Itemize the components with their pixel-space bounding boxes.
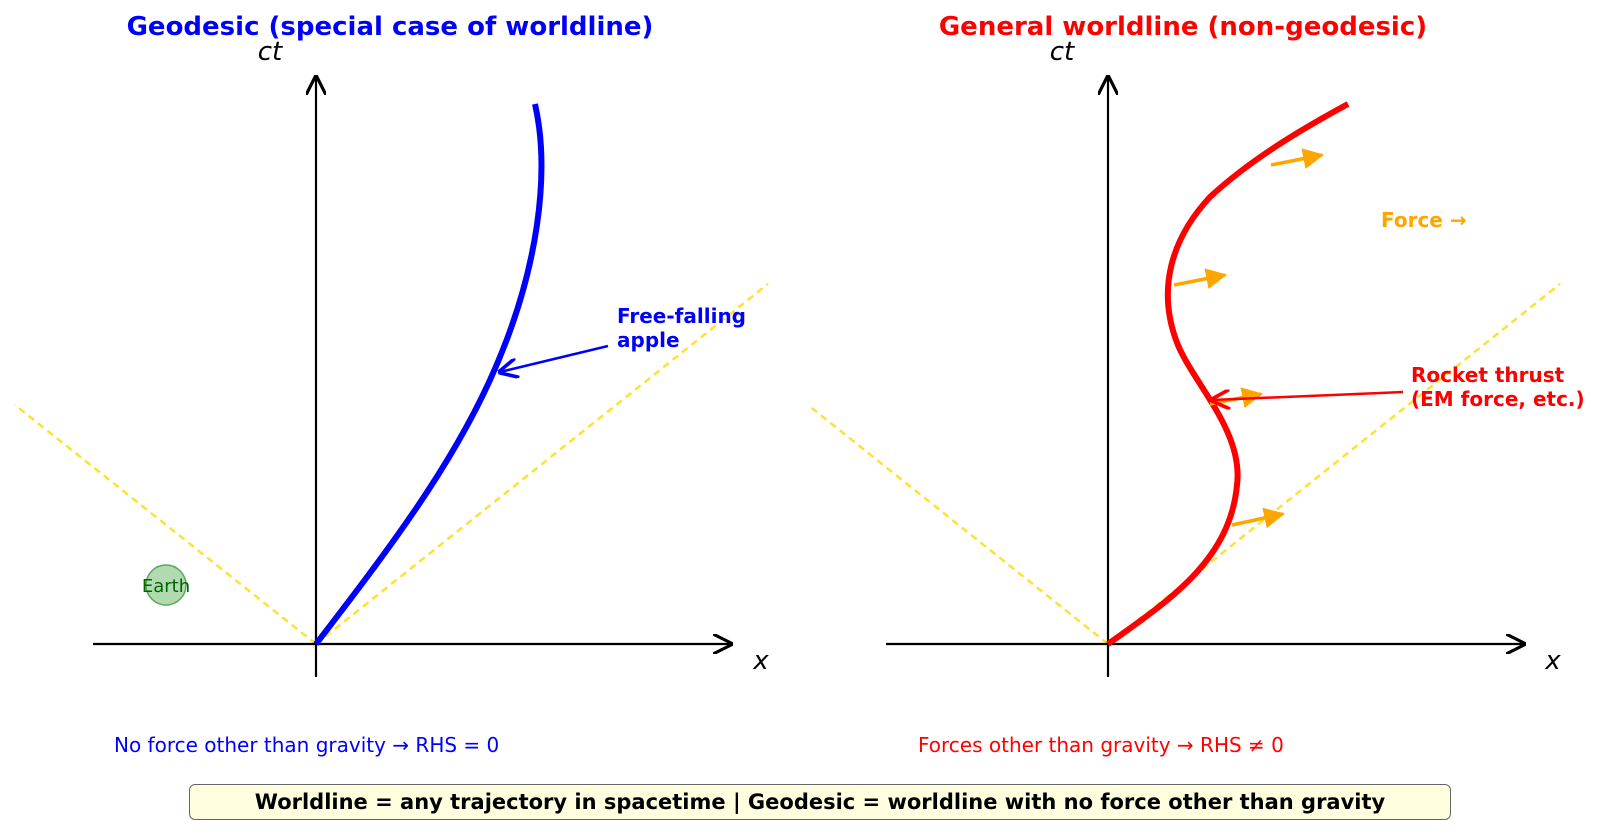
rocket-thrust-label: Rocket thrust (EM force, etc.) (1411, 363, 1585, 411)
left-x-axis-label: x (752, 646, 769, 676)
right-panel: General worldline (non-geodesic) ct x Fo… (807, 12, 1585, 757)
force-arrow-3 (1173, 268, 1228, 289)
bottom-banner: Worldline = any trajectory in spacetime … (189, 784, 1451, 820)
left-light-cone-right (315, 283, 769, 645)
geodesic-worldline (313, 103, 545, 646)
non-geodesic-worldline (1106, 101, 1350, 647)
rocket-thrust-label-line1: Rocket thrust (1411, 363, 1565, 387)
force-arrow-4 (1270, 148, 1325, 169)
earth-label: Earth (142, 576, 190, 597)
left-caption: No force other than gravity → RHS = 0 (114, 733, 499, 757)
left-panel: Geodesic (special case of worldline) ct … (14, 12, 769, 757)
force-label: Force → (1381, 208, 1467, 232)
left-ct-axis-label: ct (258, 37, 283, 67)
force-arrow-1 (1231, 507, 1286, 529)
left-panel-title: Geodesic (special case of worldline) (127, 12, 654, 42)
free-falling-label-line2: apple (617, 328, 680, 352)
rocket-thrust-label-line2: (EM force, etc.) (1411, 387, 1585, 411)
right-light-cone-left (807, 404, 1109, 645)
right-panel-title: General worldline (non-geodesic) (939, 12, 1427, 42)
right-caption: Forces other than gravity → RHS ≠ 0 (918, 733, 1284, 757)
free-falling-label: Free-falling apple (617, 304, 753, 352)
right-x-axis-label: x (1544, 646, 1561, 676)
free-falling-label-line1: Free-falling (617, 304, 746, 328)
rocket-thrust-arrow (1212, 392, 1404, 400)
earth-circle (145, 564, 187, 606)
free-falling-arrow (500, 344, 609, 372)
right-ct-axis-label: ct (1050, 37, 1075, 67)
left-light-cone-left (14, 404, 317, 645)
